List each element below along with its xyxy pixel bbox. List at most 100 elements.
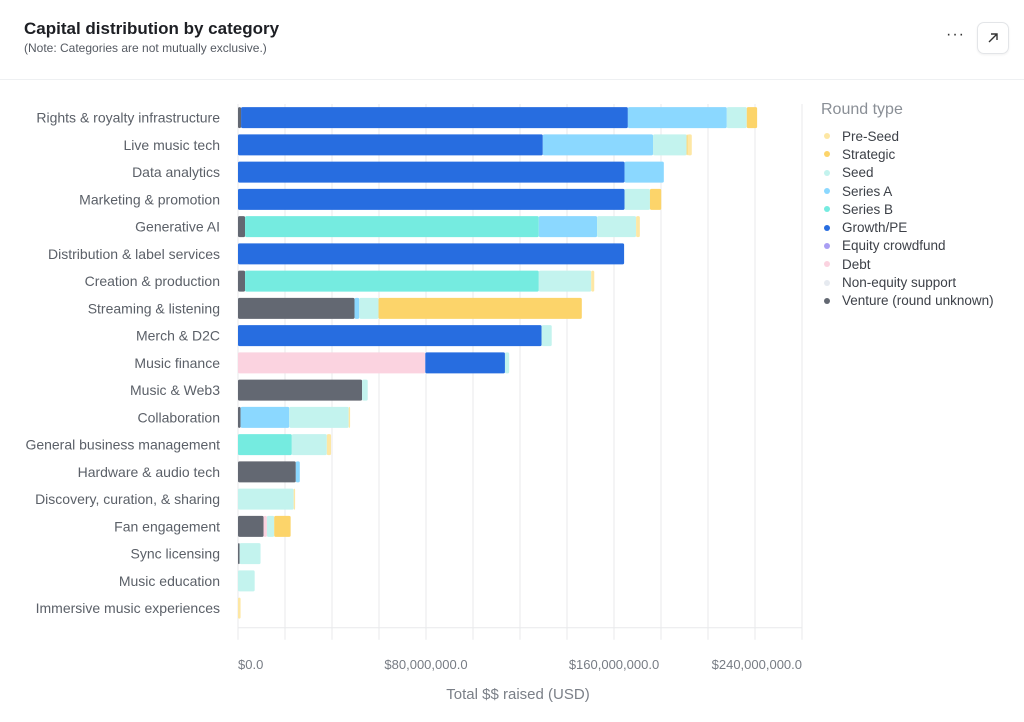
bar-segment[interactable] bbox=[687, 134, 692, 156]
bar-segment[interactable] bbox=[238, 406, 241, 428]
legend-item[interactable]: Seed bbox=[821, 164, 994, 182]
bar-segment[interactable] bbox=[245, 216, 539, 238]
legend-label: Strategic bbox=[842, 146, 896, 162]
bar-segment[interactable] bbox=[238, 243, 625, 265]
bar-segment[interactable] bbox=[746, 107, 758, 129]
bar-segment[interactable] bbox=[624, 188, 650, 210]
legend-item[interactable]: Series A bbox=[821, 182, 994, 200]
bar-segment[interactable] bbox=[240, 406, 290, 428]
legend-item[interactable]: Series B bbox=[821, 200, 994, 218]
bar-segment[interactable] bbox=[504, 352, 510, 374]
category-label: Hardware & audio tech bbox=[78, 464, 220, 480]
bar-segment[interactable] bbox=[263, 515, 267, 537]
bar-segment[interactable] bbox=[636, 216, 640, 238]
bar-segment[interactable] bbox=[238, 161, 625, 183]
x-tick-label: $240,000,000.0 bbox=[712, 657, 802, 672]
bar-10 bbox=[238, 379, 368, 401]
category-label: Discovery, curation, & sharing bbox=[35, 491, 220, 507]
bar-segment[interactable] bbox=[378, 297, 582, 319]
bar-4 bbox=[238, 216, 640, 238]
bar-8 bbox=[238, 325, 552, 347]
legend-item[interactable]: Strategic bbox=[821, 145, 994, 163]
legend-dot-icon bbox=[824, 206, 830, 213]
legend-label: Seed bbox=[842, 165, 874, 181]
bar-segment[interactable] bbox=[238, 488, 294, 510]
bar-segment[interactable] bbox=[542, 134, 654, 156]
bar-segment[interactable] bbox=[686, 134, 688, 156]
bar-segment[interactable] bbox=[238, 570, 255, 592]
bar-segment[interactable] bbox=[238, 270, 246, 292]
legend-item[interactable]: Non-equity support bbox=[821, 273, 994, 291]
bar-12 bbox=[238, 434, 332, 456]
legend-item[interactable]: Growth/PE bbox=[821, 218, 994, 236]
bar-segment[interactable] bbox=[289, 406, 349, 428]
bar-15 bbox=[238, 515, 291, 537]
bar-segment[interactable] bbox=[627, 107, 727, 129]
more-options-button[interactable]: ··· bbox=[946, 26, 965, 43]
bar-segment[interactable] bbox=[538, 216, 598, 238]
bar-3 bbox=[238, 188, 662, 210]
bar-7 bbox=[238, 297, 582, 319]
x-tick-label: $80,000,000.0 bbox=[384, 657, 467, 672]
expand-button[interactable] bbox=[977, 22, 1009, 54]
bar-segment[interactable] bbox=[238, 434, 292, 456]
legend-dot-icon bbox=[824, 188, 830, 195]
category-label: Distribution & label services bbox=[48, 246, 220, 262]
legend-item[interactable]: Equity crowdfund bbox=[821, 237, 994, 255]
bar-segment[interactable] bbox=[541, 325, 552, 347]
bar-segment[interactable] bbox=[354, 297, 360, 319]
bar-14 bbox=[238, 488, 296, 510]
category-label: Generative AI bbox=[135, 219, 220, 235]
bar-segment[interactable] bbox=[238, 543, 240, 565]
bar-segment[interactable] bbox=[238, 188, 625, 210]
category-label: Data analytics bbox=[132, 164, 220, 180]
bar-segment[interactable] bbox=[239, 543, 261, 565]
bar-segment[interactable] bbox=[726, 107, 747, 129]
bar-segment[interactable] bbox=[238, 216, 246, 238]
x-axis-title: Total $$ raised (USD) bbox=[446, 686, 589, 703]
legend-label: Growth/PE bbox=[842, 220, 908, 236]
bar-segment[interactable] bbox=[362, 379, 368, 401]
bar-segment[interactable] bbox=[624, 161, 664, 183]
legend-label: Non-equity support bbox=[842, 275, 957, 291]
bar-segment[interactable] bbox=[291, 434, 327, 456]
bar-segment[interactable] bbox=[238, 325, 542, 347]
bar-5 bbox=[238, 243, 625, 265]
bar-segment[interactable] bbox=[238, 352, 426, 374]
legend-item[interactable]: Venture (round unknown) bbox=[821, 292, 994, 310]
category-label: Music & Web3 bbox=[130, 382, 220, 398]
category-label: Streaming & listening bbox=[88, 300, 220, 316]
bar-segment[interactable] bbox=[238, 134, 543, 156]
category-label: Creation & production bbox=[85, 273, 220, 289]
bar-segment[interactable] bbox=[274, 515, 291, 537]
bar-segment[interactable] bbox=[241, 107, 628, 129]
bar-segment[interactable] bbox=[238, 297, 355, 319]
bar-segment[interactable] bbox=[425, 352, 505, 374]
bar-segment[interactable] bbox=[359, 297, 379, 319]
bar-segment[interactable] bbox=[266, 515, 275, 537]
bar-0 bbox=[238, 107, 758, 129]
legend-item[interactable]: Pre-Seed bbox=[821, 127, 994, 145]
bar-segment[interactable] bbox=[245, 270, 539, 292]
bar-segment[interactable] bbox=[238, 515, 264, 537]
bar-segment[interactable] bbox=[653, 134, 687, 156]
legend-item[interactable]: Debt bbox=[821, 255, 994, 273]
bar-segment[interactable] bbox=[238, 461, 296, 483]
bar-11 bbox=[238, 406, 351, 428]
bar-2 bbox=[238, 161, 664, 183]
bar-segment[interactable] bbox=[238, 107, 242, 129]
bar-segment[interactable] bbox=[238, 379, 363, 401]
bar-segment[interactable] bbox=[649, 188, 662, 210]
bar-segment[interactable] bbox=[538, 270, 592, 292]
bar-segment[interactable] bbox=[295, 461, 300, 483]
bar-17 bbox=[238, 570, 255, 592]
bar-segment[interactable] bbox=[326, 434, 332, 456]
bar-segment[interactable] bbox=[597, 216, 637, 238]
bar-segment[interactable] bbox=[238, 597, 241, 619]
bar-1 bbox=[238, 134, 692, 156]
category-label: Rights & royalty infrastructure bbox=[36, 110, 220, 126]
bar-segment[interactable] bbox=[591, 270, 595, 292]
bar-segment[interactable] bbox=[293, 488, 296, 510]
bar-segment[interactable] bbox=[348, 406, 351, 428]
